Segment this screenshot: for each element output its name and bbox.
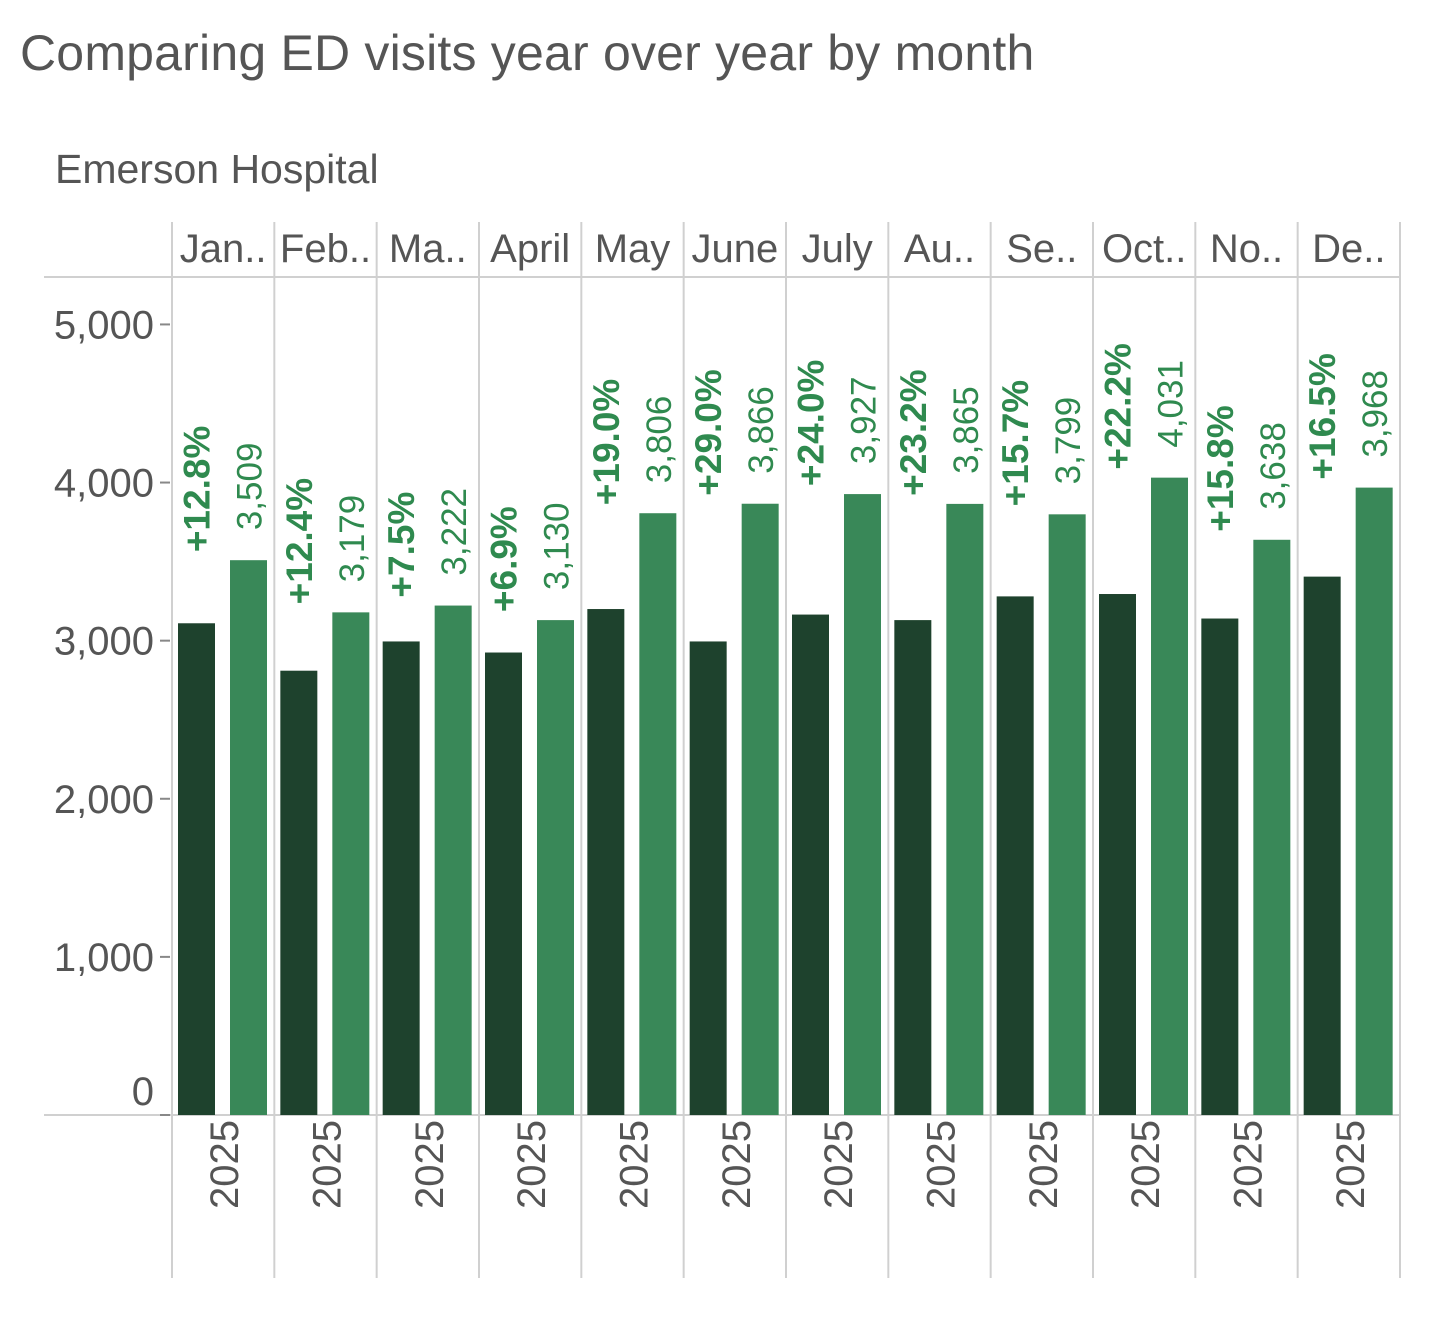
y-tick-label: 5,000 (54, 303, 154, 347)
y-tick-label: 0 (132, 1070, 154, 1114)
year-label: 2025 (715, 1120, 759, 1209)
year-label: 2025 (203, 1120, 247, 1209)
year-label: 2025 (817, 1120, 861, 1209)
month-header: May (595, 227, 671, 271)
bar-prior-year[interactable] (178, 623, 215, 1115)
pct-change-label: +24.0% (791, 360, 832, 487)
value-label: 3,968 (1356, 370, 1395, 458)
year-label: 2025 (408, 1120, 452, 1209)
bar-current-year[interactable] (537, 620, 574, 1115)
pct-change-label: +6.9% (484, 506, 525, 612)
month-header: Ma.. (389, 227, 467, 271)
bar-prior-year[interactable] (1303, 576, 1341, 1115)
value-label: 3,509 (231, 443, 270, 531)
pct-change-label: +7.5% (381, 492, 422, 598)
bar-prior-year[interactable] (996, 596, 1034, 1115)
value-label: 3,927 (845, 376, 884, 464)
value-label: 4,031 (1152, 360, 1191, 448)
bar-current-year[interactable] (741, 503, 779, 1115)
bar-current-year[interactable] (1048, 514, 1086, 1115)
value-label: 3,179 (333, 495, 372, 583)
month-header: April (490, 227, 570, 271)
pct-change-label: +22.2% (1098, 343, 1139, 470)
bar-prior-year[interactable] (792, 614, 829, 1115)
year-label: 2025 (1022, 1120, 1066, 1209)
month-header: De.. (1312, 227, 1385, 271)
month-header: Jan.. (180, 227, 267, 271)
bar-current-year[interactable] (844, 494, 881, 1115)
value-label: 3,865 (947, 386, 986, 474)
value-label: 3,799 (1049, 397, 1088, 485)
pct-change-label: +23.2% (893, 369, 934, 496)
bar-prior-year[interactable] (382, 641, 420, 1115)
bar-prior-year[interactable] (894, 620, 932, 1115)
bar-prior-year[interactable] (1099, 594, 1136, 1115)
bar-prior-year[interactable] (280, 670, 318, 1115)
bar-prior-year[interactable] (689, 641, 727, 1115)
year-label: 2025 (306, 1120, 350, 1209)
pct-change-label: +15.7% (995, 380, 1036, 507)
month-header: No.. (1210, 227, 1283, 271)
month-header: June (691, 227, 778, 271)
value-label: 3,806 (640, 396, 679, 484)
month-header: Au.. (904, 227, 975, 271)
month-header: July (802, 227, 873, 271)
pct-change-label: +12.4% (279, 478, 320, 605)
bar-current-year[interactable] (230, 560, 267, 1115)
value-label: 3,866 (742, 386, 781, 474)
bar-current-year[interactable] (946, 503, 984, 1115)
bar-current-year[interactable] (1151, 477, 1188, 1116)
month-header: Feb.. (280, 227, 371, 271)
month-header: Oct.. (1102, 227, 1186, 271)
pct-change-label: +16.5% (1302, 353, 1343, 480)
value-label: 3,222 (435, 488, 474, 576)
value-label: 3,638 (1254, 422, 1293, 510)
bar-current-year[interactable] (332, 612, 370, 1115)
year-label: 2025 (1329, 1120, 1373, 1209)
bar-current-year[interactable] (434, 605, 472, 1115)
pct-change-label: +29.0% (688, 369, 729, 496)
year-label: 2025 (510, 1120, 554, 1209)
y-tick-label: 2,000 (54, 778, 154, 822)
panel-subtitle: Emerson Hospital (55, 146, 379, 192)
bar-current-year[interactable] (1253, 539, 1291, 1115)
bar-current-year[interactable] (1355, 487, 1393, 1115)
y-tick-label: 1,000 (54, 936, 154, 980)
bar-prior-year[interactable] (587, 609, 625, 1115)
y-tick-label: 3,000 (54, 620, 154, 664)
year-label: 2025 (1227, 1120, 1271, 1209)
bar-prior-year[interactable] (1201, 618, 1239, 1115)
year-label: 2025 (1124, 1120, 1168, 1209)
year-label: 2025 (613, 1120, 657, 1209)
bar-current-year[interactable] (639, 513, 677, 1115)
pct-change-label: +12.8% (177, 426, 218, 553)
bar-prior-year[interactable] (485, 652, 522, 1115)
pct-change-label: +15.8% (1200, 405, 1241, 532)
month-header: Se.. (1006, 227, 1077, 271)
page-title: Comparing ED visits year over year by mo… (20, 25, 1035, 81)
value-label: 3,130 (538, 503, 577, 591)
y-tick-label: 4,000 (54, 462, 154, 506)
year-label: 2025 (920, 1120, 964, 1209)
pct-change-label: +19.0% (586, 379, 627, 506)
